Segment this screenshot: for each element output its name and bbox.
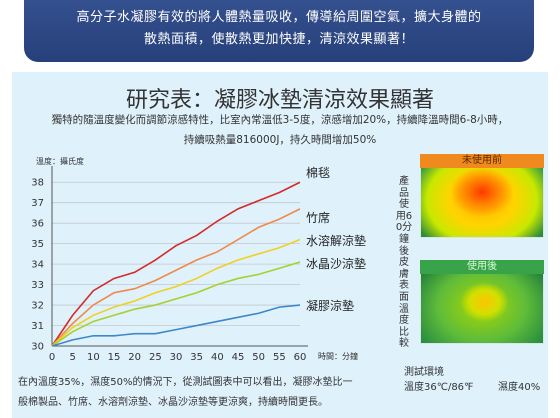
series-line-2 xyxy=(51,208,301,347)
x-tick-label-30: 30 xyxy=(170,352,183,363)
footnote-line-2: 般棉製品、竹席、水溶劑涼墊、冰晶沙涼墊等更涼爽，持續時間更長。 xyxy=(18,397,328,408)
y-tick-label-37: 37 xyxy=(31,198,44,209)
y-tick-label-33: 33 xyxy=(31,280,44,291)
banner-line-2: 散熱面積，使散熱更加快捷，清涼效果顯著！ xyxy=(143,32,414,47)
side-vertical-label: 產品使用60分鐘後皮膚表面溫度比較 xyxy=(395,176,413,350)
x-tick-label-50: 50 xyxy=(252,352,265,363)
x-tick-label-45: 45 xyxy=(232,352,245,363)
y-tick-label-38: 38 xyxy=(31,178,44,189)
banner-line-1: 高分子水凝膠有效的將人體熱量吸收，傳導給周圍空氣，擴大身體的 xyxy=(76,10,482,25)
thermal-after-label: 使用後 xyxy=(420,260,544,274)
thermal-image-after xyxy=(420,260,544,344)
series-line-5 xyxy=(51,304,301,347)
y-tick-label-32: 32 xyxy=(31,301,44,312)
y-tick-label-34: 34 xyxy=(31,260,44,271)
x-tick-label-25: 25 xyxy=(149,352,162,363)
x-tick-label-5: 5 xyxy=(69,352,75,363)
x-tick-label-10: 10 xyxy=(87,352,100,363)
series-line-3 xyxy=(51,238,301,347)
test-environment-humidity: 濕度40% xyxy=(498,382,541,393)
section-desc-line-2: 持續吸熱量816000J，持久時間增加50% xyxy=(183,134,377,146)
x-tick-label-0: 0 xyxy=(49,352,55,363)
x-tick-label-60: 60 xyxy=(294,352,307,363)
x-tick-label-40: 40 xyxy=(211,352,224,363)
x-tick-label-15: 15 xyxy=(108,352,121,363)
content-panel xyxy=(12,72,548,418)
top-banner: 高分子水凝膠有效的將人體熱量吸收，傳導給周圍空氣，擴大身體的 散熱面積，使散熱更… xyxy=(24,0,534,62)
series-label-1: 棉毯 xyxy=(306,166,330,180)
thermal-image-before xyxy=(420,154,544,238)
y-tick-label-36: 36 xyxy=(31,219,44,230)
section-title: 研究表：凝膠冰墊清涼效果顯著 xyxy=(125,88,434,113)
series-label-4: 冰晶沙涼墊 xyxy=(306,256,366,271)
footnote-line-1: 在內溫度35%，濕度50%的情況下，從測試圖表中可以看出，凝膠冰墊比一 xyxy=(18,377,353,388)
x-tick-label-35: 35 xyxy=(190,352,203,363)
thermal-before-label: 未使用前 xyxy=(420,154,544,168)
series-line-4 xyxy=(51,261,301,347)
test-environment-temperature: 溫度36℃/86℉ xyxy=(404,382,474,393)
series-line-1 xyxy=(51,181,301,347)
series-label-3: 水溶解涼墊 xyxy=(306,233,366,248)
series-label-5: 凝膠涼墊 xyxy=(306,298,354,313)
y-tick-label-35: 35 xyxy=(31,239,44,250)
y-tick-label-31: 31 xyxy=(31,321,44,332)
x-tick-label-55: 55 xyxy=(273,352,286,363)
x-tick-label-20: 20 xyxy=(128,352,141,363)
y-axis-title: 溫度：攝氏度 xyxy=(36,157,84,166)
section-desc-line-1: 獨特的隨溫度變化而調節涼感特性，比室內常溫低3-5度，涼感增加20%，持續降溫時… xyxy=(51,114,509,126)
test-environment-title: 測試環境 xyxy=(404,367,444,378)
y-tick-label-30: 30 xyxy=(31,342,44,353)
x-axis-title: 時間：分鐘 xyxy=(318,351,358,361)
series-label-2: 竹席 xyxy=(306,210,330,225)
